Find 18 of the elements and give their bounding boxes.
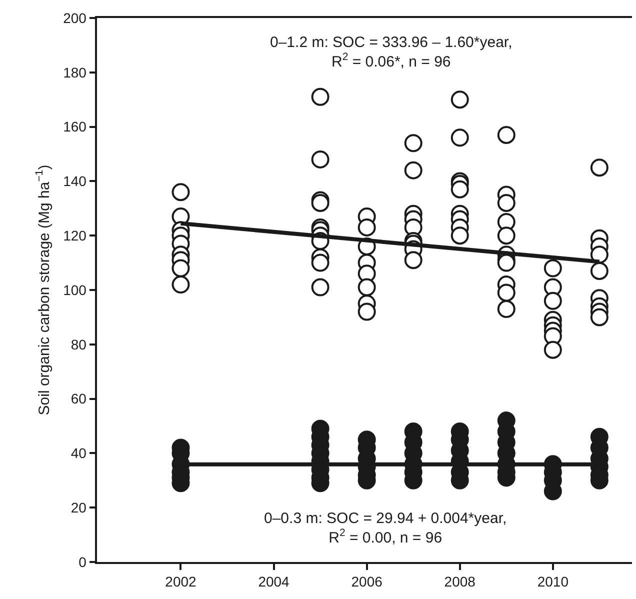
y-tick-label: 20 xyxy=(70,500,87,516)
y-tick-label: 100 xyxy=(63,282,87,298)
y-tick-label: 120 xyxy=(63,228,87,244)
x-tick-label: 2002 xyxy=(165,574,197,590)
x-tick-label: 2006 xyxy=(351,574,383,590)
y-tick-label: 180 xyxy=(63,64,87,80)
x-tick-label: 2008 xyxy=(444,574,476,590)
y-tick-label: 160 xyxy=(63,118,87,135)
y-tick-label: 60 xyxy=(70,390,87,407)
x-tick-label: 2010 xyxy=(537,574,569,590)
y-tick-label: 40 xyxy=(70,445,87,462)
y-tick-label: 80 xyxy=(70,336,87,352)
x-tick-label: 2004 xyxy=(258,574,290,590)
y-tick-label: 0 xyxy=(78,554,87,570)
y-tick-label: 140 xyxy=(63,173,87,190)
annotation: 0–0.3 m: SOC = 29.94 + 0.004*year, R$^{2}$ = 0.00, n = 96 xyxy=(264,510,507,546)
annotation: 0–1.2 m: SOC = 333.96 – 1.60*year, R$^{2}$ = 0.06*, n = 96 xyxy=(270,34,512,70)
y-tick-label: 200 xyxy=(63,10,87,26)
